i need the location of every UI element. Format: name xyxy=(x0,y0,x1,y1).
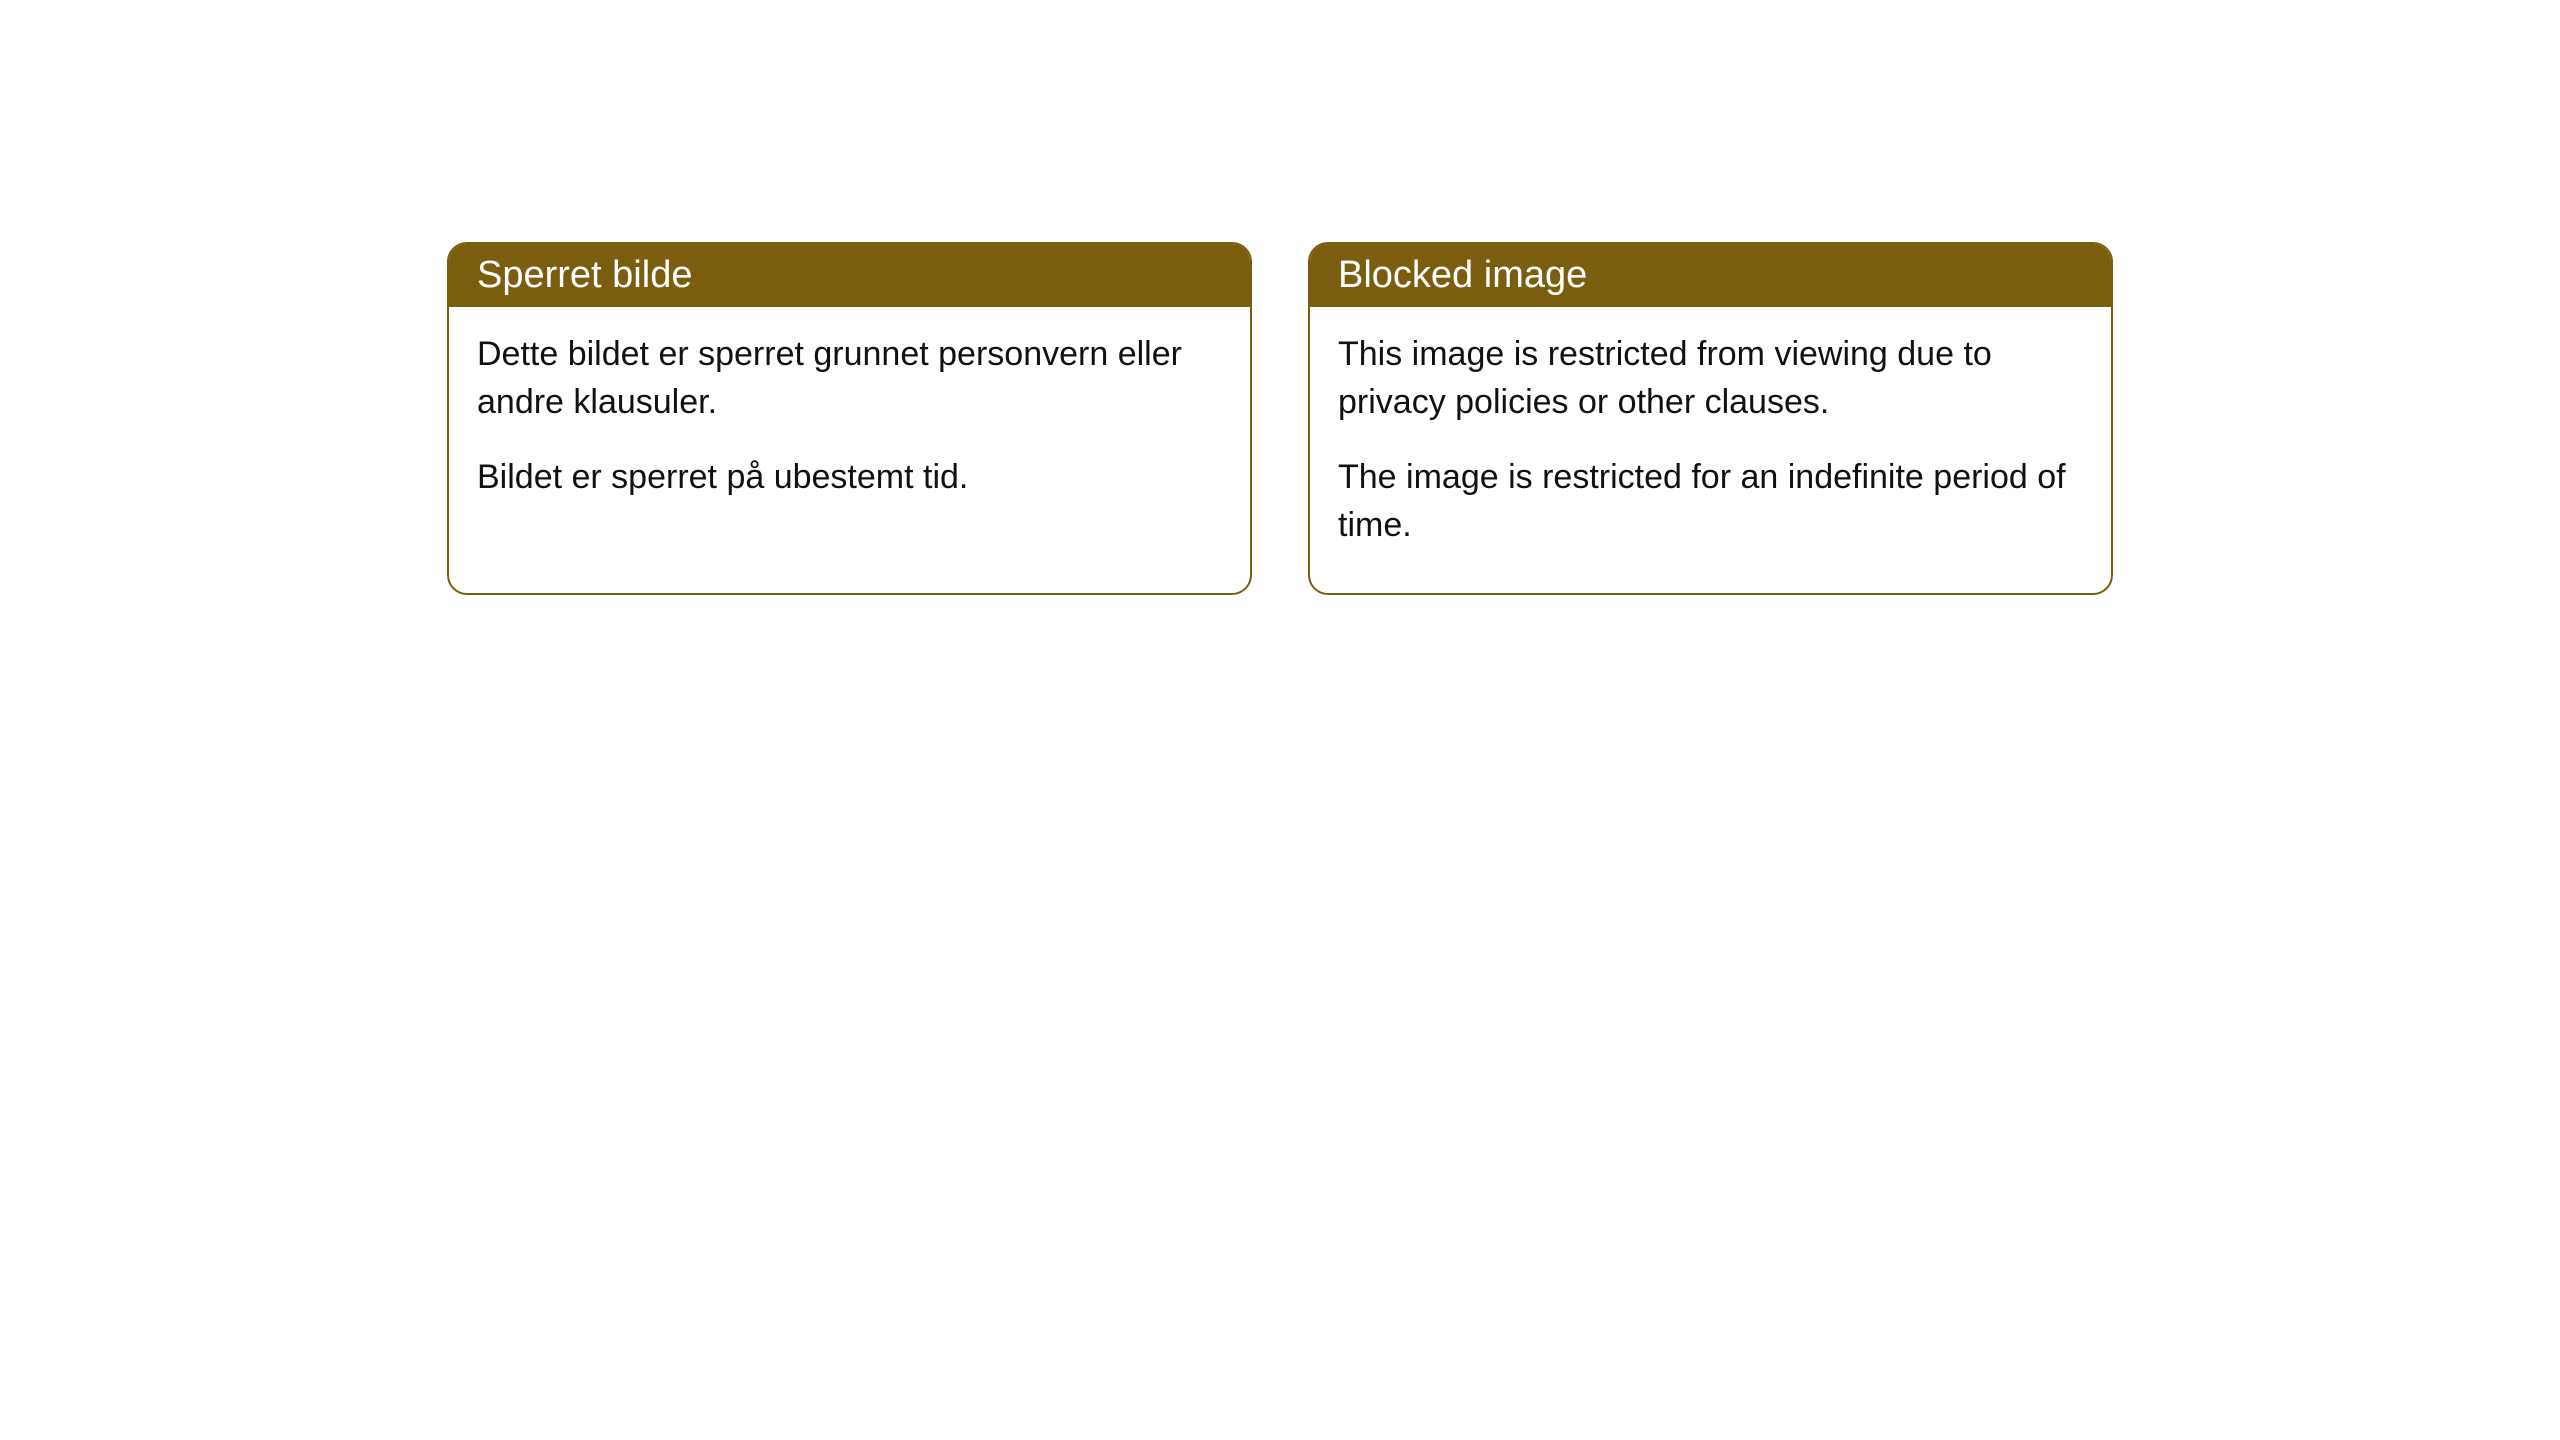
card-paragraph-2: Bildet er sperret på ubestemt tid. xyxy=(477,454,1222,502)
card-paragraph-1: Dette bildet er sperret grunnet personve… xyxy=(477,331,1222,426)
card-title: Sperret bilde xyxy=(477,254,692,296)
notice-cards-container: Sperret bilde Dette bildet er sperret gr… xyxy=(447,242,2113,595)
card-header: Blocked image xyxy=(1310,244,2111,307)
blocked-image-card-norwegian: Sperret bilde Dette bildet er sperret gr… xyxy=(447,242,1252,595)
card-body: This image is restricted from viewing du… xyxy=(1310,307,2111,593)
card-paragraph-2: The image is restricted for an indefinit… xyxy=(1338,454,2083,549)
card-paragraph-1: This image is restricted from viewing du… xyxy=(1338,331,2083,426)
card-title: Blocked image xyxy=(1338,254,1587,296)
card-header: Sperret bilde xyxy=(449,244,1250,307)
blocked-image-card-english: Blocked image This image is restricted f… xyxy=(1308,242,2113,595)
card-body: Dette bildet er sperret grunnet personve… xyxy=(449,307,1250,546)
